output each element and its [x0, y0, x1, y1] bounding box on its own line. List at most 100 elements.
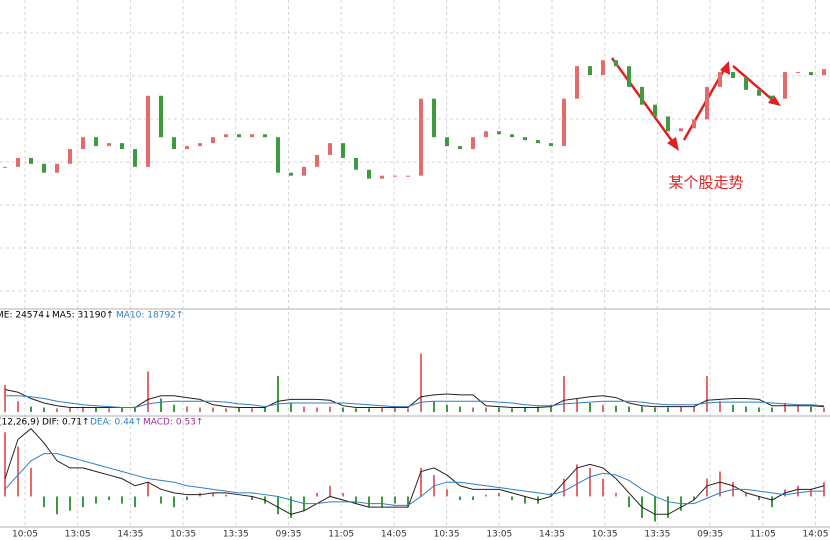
- candle: [718, 72, 722, 87]
- macd-params: (12,26,9): [0, 418, 39, 428]
- macd-bar: [394, 496, 396, 504]
- macd-bar: [368, 496, 370, 508]
- volume-bar: [212, 407, 214, 412]
- macd-bar: [277, 496, 279, 515]
- candle: [822, 69, 826, 76]
- macd-bar: [355, 496, 357, 504]
- macd-bar: [82, 496, 84, 508]
- macd-bar: [654, 496, 656, 522]
- volume-bar: [628, 406, 630, 412]
- macd-bar: [420, 467, 422, 497]
- candle: [419, 98, 423, 176]
- macd-bar: [160, 496, 162, 504]
- macd-bar: [628, 496, 630, 508]
- candle: [445, 137, 449, 147]
- annotation: 某个股走势: [668, 174, 743, 192]
- candle: [94, 137, 98, 147]
- candle: [484, 131, 488, 138]
- volume-bar: [732, 404, 734, 412]
- volume-bar: [342, 407, 344, 412]
- candle: [432, 98, 436, 138]
- time-label: 14:05: [803, 530, 829, 540]
- legend-dif: DIF: 0.71↑: [42, 418, 90, 428]
- volume-bar: [316, 407, 318, 412]
- candle: [536, 140, 540, 144]
- macd-bar: [173, 496, 175, 508]
- candle: [276, 137, 280, 173]
- time-label: 13:05: [65, 530, 91, 540]
- volume-bar: [121, 407, 123, 412]
- legend-dea: DEA: 0.44↑: [90, 418, 142, 428]
- candle: [42, 163, 46, 173]
- macd-bar: [719, 471, 721, 497]
- candle: [302, 166, 306, 176]
- candle: [614, 60, 618, 67]
- candle: [679, 128, 683, 132]
- macd-bar: [56, 496, 58, 515]
- macd-bar: [69, 496, 71, 511]
- candle: [497, 131, 501, 135]
- volume-bar: [706, 376, 708, 412]
- candle: [29, 157, 33, 164]
- arrow-heads: [667, 61, 781, 151]
- volume-bar: [368, 408, 370, 412]
- candle: [133, 149, 137, 167]
- macd-bar: [134, 496, 136, 508]
- candle: [159, 95, 163, 138]
- volume-bar: [641, 406, 643, 412]
- legend-ma5: MA5: 31190↑: [52, 311, 114, 321]
- volume-bar: [485, 407, 487, 412]
- volume-bar: [173, 404, 175, 412]
- candle: [523, 137, 527, 141]
- volume-bar: [329, 406, 331, 412]
- volume-indicator: ME: 24574↓: [0, 311, 52, 321]
- candle: [81, 137, 85, 150]
- volume-bar: [576, 398, 578, 412]
- time-label: 13:05: [486, 530, 512, 540]
- candle: [575, 66, 579, 99]
- time-label: 11:05: [750, 530, 776, 540]
- candle: [341, 143, 345, 158]
- volume-bar: [407, 408, 409, 412]
- volume-bar: [771, 407, 773, 412]
- candle: [809, 72, 813, 76]
- volume-bar: [108, 408, 110, 412]
- volume-bar: [524, 407, 526, 412]
- volume-bar: [719, 401, 721, 412]
- macd-bar: [615, 492, 617, 497]
- candle: [3, 166, 7, 168]
- time-label: 13:35: [223, 530, 249, 540]
- macd-bar: [316, 492, 318, 497]
- volume-bar: [43, 407, 45, 412]
- volume-bar: [134, 406, 136, 412]
- candle: [471, 137, 475, 150]
- marks: [3, 60, 826, 522]
- macd-bar: [823, 482, 825, 497]
- volume-bar: [693, 406, 695, 412]
- volume-bar: [30, 406, 32, 412]
- macd-bar: [589, 467, 591, 497]
- volume-bar: [238, 407, 240, 412]
- candle: [458, 146, 462, 150]
- macd-bar: [563, 478, 565, 497]
- volume-bar: [225, 408, 227, 412]
- macd-bar: [459, 496, 461, 501]
- macd-bar: [745, 492, 747, 497]
- time-label: 14:35: [117, 530, 143, 540]
- macd-bar: [342, 492, 344, 497]
- macd-bar: [472, 496, 474, 501]
- candle: [744, 78, 748, 90]
- candle: [289, 172, 293, 176]
- volume-bar: [355, 408, 357, 412]
- volume-bar: [420, 353, 422, 412]
- macd-bar: [758, 496, 760, 501]
- candle: [328, 143, 332, 155]
- candle: [315, 154, 319, 167]
- volume-bar: [95, 407, 97, 412]
- volume-bar: [459, 406, 461, 412]
- volume-bar: [82, 406, 84, 412]
- macd-bar: [667, 496, 669, 518]
- candle: [549, 143, 553, 147]
- candle: [601, 60, 605, 76]
- candle: [185, 146, 189, 150]
